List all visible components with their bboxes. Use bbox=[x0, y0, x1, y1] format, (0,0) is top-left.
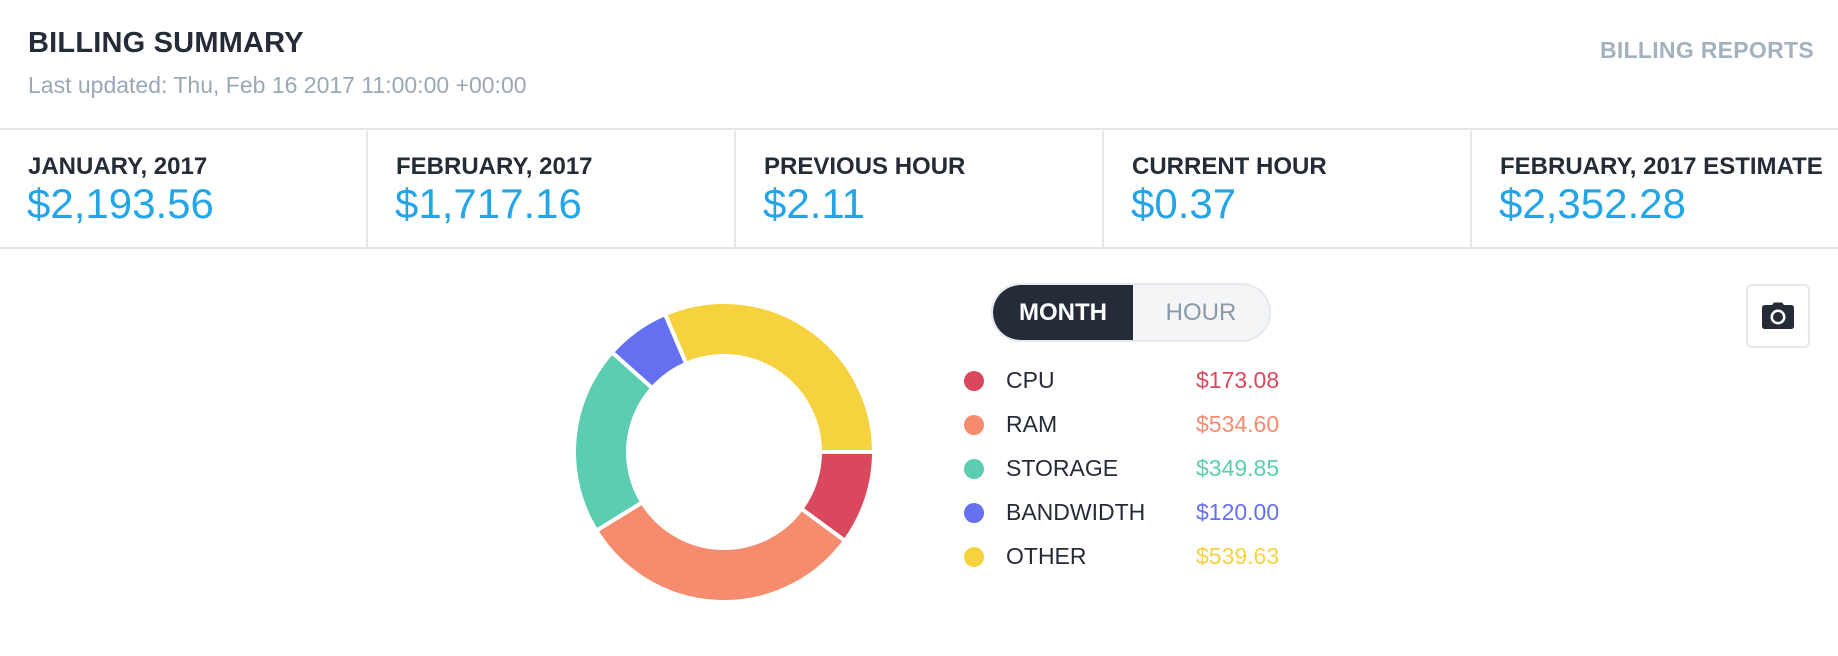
stat-estimate: FEBRUARY, 2017 ESTIMATE $2,352.28 bbox=[1472, 131, 1838, 247]
stat-label: JANUARY, 2017 bbox=[28, 153, 208, 180]
legend-color-dot bbox=[964, 503, 984, 523]
cost-legend: CPU $173.08 RAM $534.60 STORAGE $349.85 … bbox=[964, 358, 1284, 578]
legend-color-dot bbox=[964, 459, 984, 479]
stats-bar: JANUARY, 2017 $2,193.56 FEBRUARY, 2017 $… bbox=[0, 131, 1838, 249]
cost-donut-chart bbox=[572, 300, 877, 604]
legend-item-bandwidth: BANDWIDTH $120.00 bbox=[964, 490, 1284, 534]
hour-toggle-button[interactable]: HOUR bbox=[1165, 298, 1237, 326]
last-updated-text: Last updated: Thu, Feb 16 2017 11:00:00 … bbox=[28, 72, 527, 98]
stat-february: FEBRUARY, 2017 $1,717.16 bbox=[368, 131, 736, 247]
stat-label: FEBRUARY, 2017 bbox=[396, 153, 593, 180]
legend-amount: $534.60 bbox=[1196, 411, 1280, 437]
legend-color-dot bbox=[964, 547, 984, 567]
legend-item-storage: STORAGE $349.85 bbox=[964, 446, 1284, 490]
stat-value: $2,193.56 bbox=[27, 180, 214, 227]
page-title: BILLING SUMMARY bbox=[28, 27, 304, 59]
month-toggle-button[interactable]: MONTH bbox=[993, 285, 1133, 340]
legend-label: BANDWIDTH bbox=[1006, 499, 1146, 525]
legend-color-dot bbox=[964, 415, 984, 435]
billing-reports-link[interactable]: BILLING REPORTS bbox=[1599, 37, 1814, 63]
stat-label: FEBRUARY, 2017 ESTIMATE bbox=[1500, 153, 1823, 180]
period-toggle: MONTH HOUR bbox=[991, 283, 1271, 342]
legend-item-other: OTHER $539.63 bbox=[964, 534, 1284, 578]
legend-color-dot bbox=[964, 371, 984, 391]
donut-slice-other[interactable] bbox=[662, 300, 877, 454]
donut-slice-ram[interactable] bbox=[593, 499, 848, 604]
screenshot-button[interactable] bbox=[1746, 284, 1810, 348]
legend-item-cpu: CPU $173.08 bbox=[964, 358, 1284, 402]
legend-amount: $120.00 bbox=[1196, 499, 1280, 525]
stat-current-hour: CURRENT HOUR $0.37 bbox=[1104, 131, 1472, 247]
legend-amount: $349.85 bbox=[1196, 455, 1280, 481]
stat-value: $2,352.28 bbox=[1499, 180, 1686, 227]
legend-amount: $539.63 bbox=[1196, 543, 1280, 569]
stat-january: JANUARY, 2017 $2,193.56 bbox=[0, 131, 368, 247]
stat-value: $2.11 bbox=[763, 180, 865, 227]
legend-amount: $173.08 bbox=[1196, 367, 1280, 393]
stat-label: PREVIOUS HOUR bbox=[764, 153, 966, 180]
stat-value: $0.37 bbox=[1131, 180, 1237, 227]
legend-label: RAM bbox=[1006, 411, 1058, 437]
stat-label: CURRENT HOUR bbox=[1132, 153, 1327, 180]
legend-label: OTHER bbox=[1006, 543, 1087, 569]
header: BILLING SUMMARY Last updated: Thu, Feb 1… bbox=[0, 0, 1838, 130]
legend-item-ram: RAM $534.60 bbox=[964, 402, 1284, 446]
stat-previous-hour: PREVIOUS HOUR $2.11 bbox=[736, 131, 1104, 247]
legend-label: CPU bbox=[1006, 367, 1055, 393]
stat-value: $1,717.16 bbox=[395, 180, 582, 227]
legend-label: STORAGE bbox=[1006, 455, 1119, 481]
camera-icon bbox=[1762, 302, 1794, 329]
